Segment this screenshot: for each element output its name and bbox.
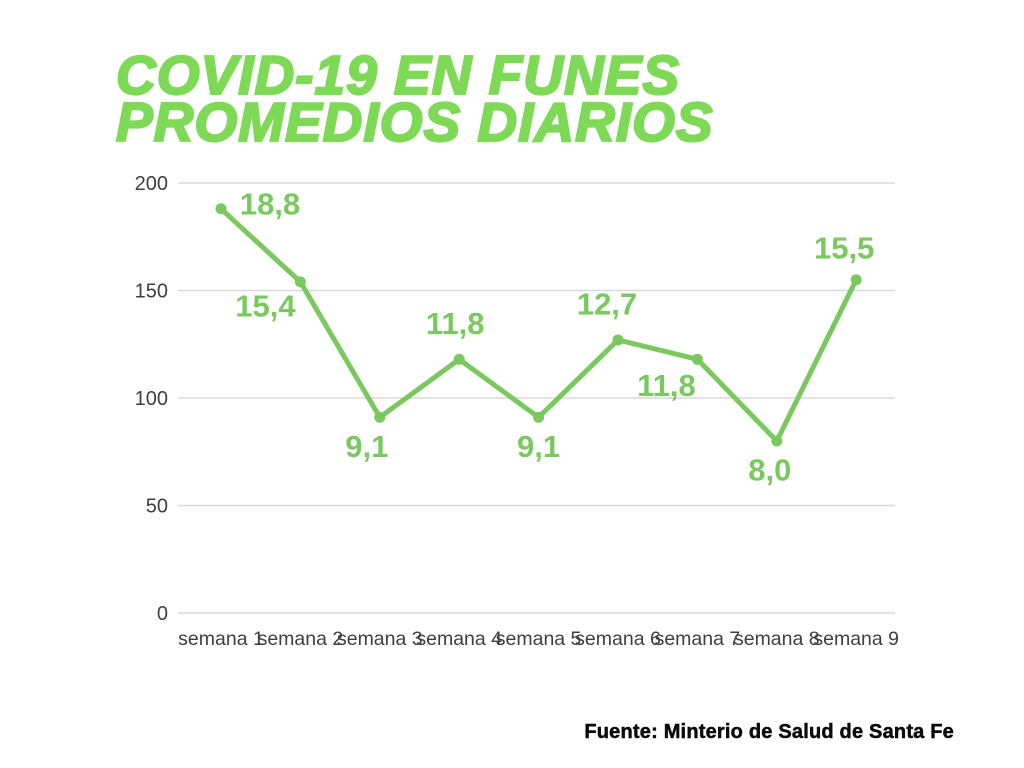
x-label-8: semana 8 — [734, 628, 820, 650]
x-label-1: semana 1 — [178, 628, 264, 650]
data-label-1: 18,8 — [240, 186, 300, 221]
data-label-6: 12,7 — [577, 286, 637, 321]
x-label-6: semana 6 — [575, 628, 661, 650]
data-point-1 — [215, 203, 227, 215]
data-label-5: 9,1 — [517, 429, 560, 464]
y-tick-label-50: 50 — [146, 496, 168, 518]
data-label-2: 15,4 — [235, 288, 296, 323]
data-point-2 — [294, 276, 306, 288]
chart-title: COVID-19 EN FUNES PROMEDIOS DIARIOS — [115, 44, 714, 153]
y-tick-label-150: 150 — [135, 281, 168, 303]
chart-title-line-2: PROMEDIOS DIARIOS — [115, 91, 714, 153]
series-line — [218, 206, 859, 444]
x-label-2: semana 2 — [258, 628, 344, 650]
data-label-3: 9,1 — [345, 429, 388, 464]
data-label-9: 15,5 — [814, 230, 874, 265]
data-label-7: 11,8 — [637, 368, 696, 403]
source-note: Fuente: Minterio de Salud de Santa Fe — [584, 721, 954, 744]
chart-title-line-1: COVID-19 EN FUNES — [115, 44, 681, 106]
x-label-5: semana 5 — [496, 628, 582, 650]
data-label-8: 8,0 — [748, 453, 791, 488]
data-point-6 — [612, 334, 624, 346]
x-label-9: semana 9 — [813, 628, 899, 650]
data-point-7 — [691, 353, 703, 365]
y-tick-label-100: 100 — [135, 388, 168, 410]
y-tick-label-0: 0 — [157, 603, 168, 625]
data-point-5 — [533, 411, 545, 423]
x-label-3: semana 3 — [337, 628, 423, 650]
data-label-4: 11,8 — [426, 306, 485, 341]
data-point-9 — [850, 274, 862, 286]
data-point-3 — [374, 411, 386, 423]
x-label-7: semana 7 — [655, 628, 741, 650]
x-label-4: semana 4 — [416, 628, 502, 650]
data-point-4 — [453, 353, 465, 365]
y-tick-label-200: 200 — [135, 173, 168, 195]
data-point-8 — [771, 435, 783, 447]
